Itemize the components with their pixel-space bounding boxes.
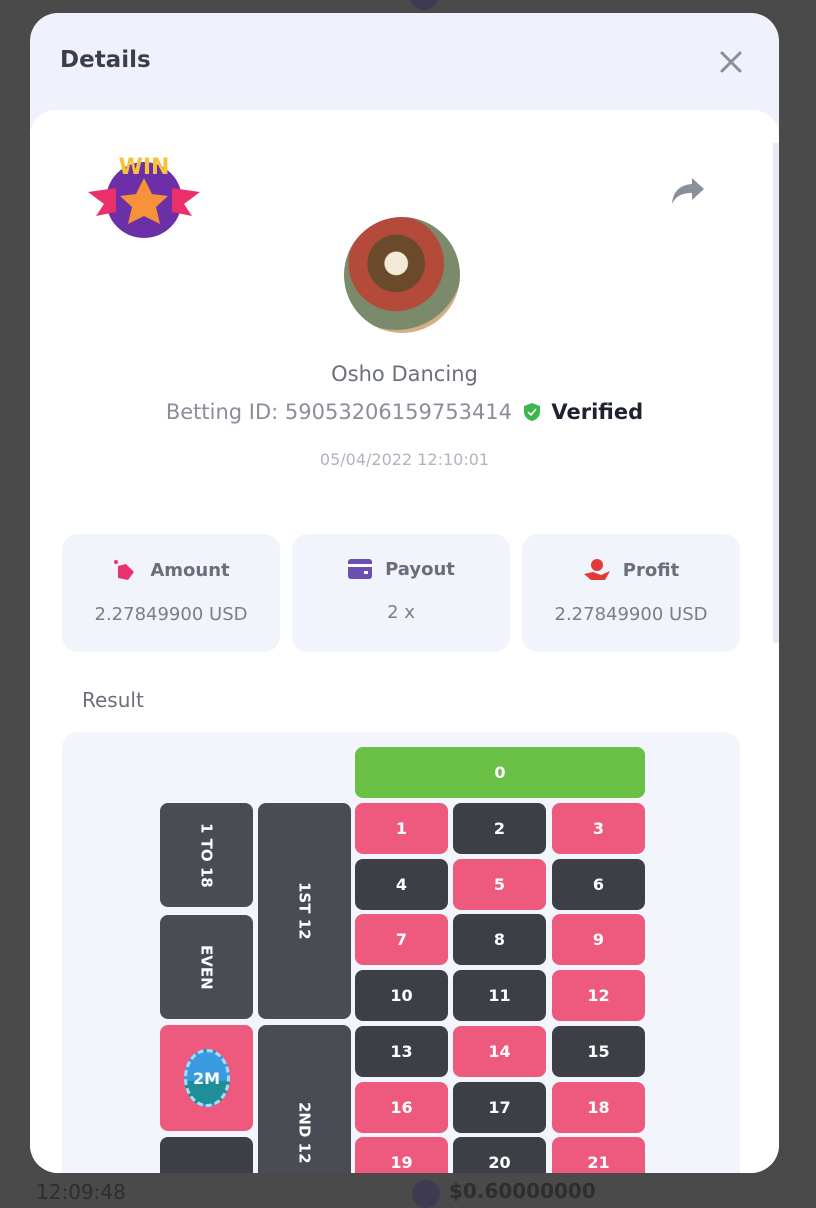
cell-12[interactable]: 12 <box>552 970 645 1022</box>
cell-2[interactable]: 2 <box>453 803 546 854</box>
cell-15[interactable]: 15 <box>552 1025 645 1077</box>
bet-even[interactable]: EVEN <box>160 915 253 1019</box>
bet-2nd-12[interactable]: 2ND 12 <box>258 1025 351 1173</box>
cell-6[interactable]: 6 <box>552 858 645 910</box>
details-modal: Details WIN Osho Dancing Betting ID: 590… <box>30 13 779 1173</box>
cell-3[interactable]: 3 <box>552 803 645 854</box>
stat-value: 2.27849900 USD <box>94 604 248 625</box>
stat-amount: Amount 2.27849900 USD <box>62 534 280 652</box>
cell-1[interactable]: 1 <box>355 803 448 854</box>
coin-icon <box>410 0 438 10</box>
money-bag-icon <box>114 560 135 580</box>
cell-13[interactable]: 13 <box>355 1025 448 1077</box>
bet-date: 05/04/2022 12:10:01 <box>319 450 490 469</box>
verified-label: Verified <box>551 400 644 424</box>
cell-10[interactable]: 10 <box>355 970 448 1022</box>
stat-label: Payout <box>385 558 455 580</box>
game-name: Osho Dancing <box>331 362 478 386</box>
hand-coin-icon <box>583 559 610 580</box>
svg-text:WIN: WIN <box>119 155 170 180</box>
stat-label: Amount <box>150 559 230 581</box>
cell-16[interactable]: 16 <box>355 1081 448 1133</box>
chip-icon: 2M <box>183 1049 230 1107</box>
betting-id: Betting ID: 59053206159753414 <box>165 400 513 424</box>
bet-1st-12[interactable]: 1ST 12 <box>258 803 351 1019</box>
cell-11[interactable]: 11 <box>453 970 546 1022</box>
close-icon[interactable] <box>716 47 746 77</box>
stat-value: 2.27849900 USD <box>554 604 708 625</box>
game-avatar <box>344 217 460 333</box>
coin-icon <box>412 1180 440 1208</box>
cell-18[interactable]: 18 <box>552 1081 645 1133</box>
bet-1-to-18[interactable]: 1 TO 18 <box>160 803 253 907</box>
cell-20[interactable]: 20 <box>453 1137 546 1173</box>
cell-17[interactable]: 17 <box>453 1081 546 1133</box>
cell-19[interactable]: 19 <box>355 1137 448 1173</box>
details-card: WIN Osho Dancing Betting ID: 59053206159… <box>30 110 779 1173</box>
bet-amount: $0.60000000 <box>449 1179 596 1203</box>
cell-8[interactable]: 8 <box>453 914 546 966</box>
result-label: Result <box>82 688 144 712</box>
modal-title: Details <box>60 47 151 73</box>
wallet-icon <box>348 559 373 579</box>
stat-value: 2 x <box>387 602 415 623</box>
cell-4[interactable]: 4 <box>355 858 448 910</box>
background-bet-row: 12:09:48 $0.60000000 <box>0 1176 816 1208</box>
betting-id-row: Betting ID: 59053206159753414 Verified <box>30 400 779 424</box>
bet-black[interactable] <box>160 1137 253 1173</box>
cell-9[interactable]: 9 <box>552 914 645 966</box>
stat-payout: Payout 2 x <box>292 534 510 652</box>
shield-check-icon <box>523 403 540 421</box>
win-badge-icon: WIN <box>88 155 200 238</box>
cell-5[interactable]: 5 <box>453 858 546 910</box>
bet-time: 12:09:48 <box>36 1180 126 1204</box>
cell-21[interactable]: 21 <box>552 1137 645 1173</box>
scrollbar[interactable] <box>773 143 779 643</box>
stat-profit: Profit 2.27849900 USD <box>522 534 740 652</box>
share-icon[interactable] <box>670 176 706 206</box>
bet-red[interactable]: 2M <box>160 1025 253 1131</box>
cell-7[interactable]: 7 <box>355 914 448 966</box>
cell-14[interactable]: 14 <box>453 1025 546 1077</box>
cell-0[interactable]: 0 <box>355 747 645 798</box>
stat-label: Profit <box>622 559 680 581</box>
